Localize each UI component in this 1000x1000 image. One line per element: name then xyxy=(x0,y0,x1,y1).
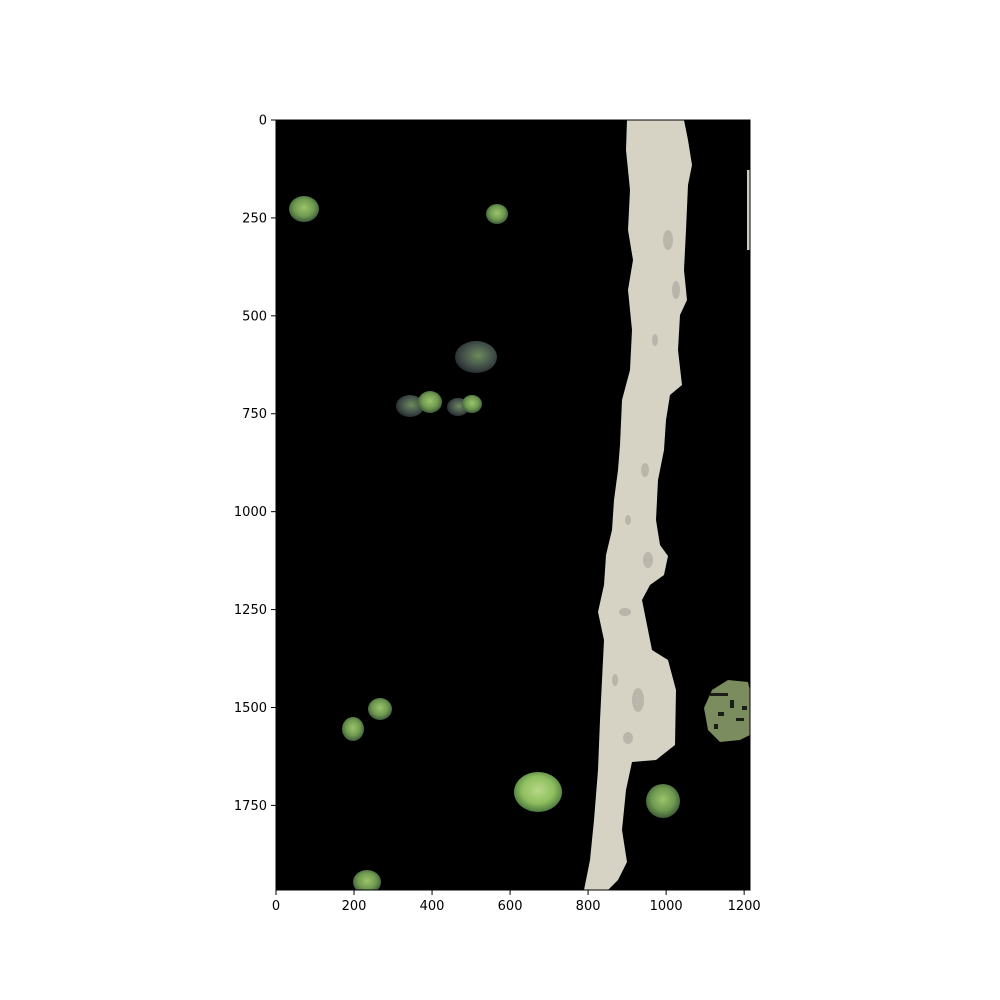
edge-sliver xyxy=(747,170,750,250)
path-strip xyxy=(584,120,692,890)
x-tick-label: 1200 xyxy=(728,899,761,914)
x-tick-label: 800 xyxy=(576,899,601,914)
bush xyxy=(396,395,424,417)
bush xyxy=(462,395,482,413)
bush xyxy=(514,772,562,812)
x-tick-label: 400 xyxy=(420,899,445,914)
x-tick-label: 600 xyxy=(498,899,523,914)
image-area xyxy=(276,120,750,890)
x-axis: 0 200 400 600 800 1000 1200 xyxy=(272,890,761,914)
bush xyxy=(646,784,680,818)
x-tick-label: 200 xyxy=(342,899,367,914)
axes-frame xyxy=(275,119,751,891)
y-tick-label: 750 xyxy=(242,407,267,422)
x-tick-label: 0 xyxy=(272,899,280,914)
bush xyxy=(418,391,442,413)
x-tick-label: 1000 xyxy=(650,899,683,914)
bush xyxy=(353,870,381,890)
y-axis: 0 250 500 750 1000 1250 1500 1750 xyxy=(234,114,276,814)
y-tick-label: 1000 xyxy=(234,505,267,520)
y-tick-label: 0 xyxy=(259,114,267,129)
y-tick-label: 1250 xyxy=(234,603,267,618)
bush xyxy=(455,341,497,373)
y-tick-label: 250 xyxy=(242,211,267,226)
y-tick-label: 1750 xyxy=(234,799,267,814)
y-tick-label: 1500 xyxy=(234,701,267,716)
bush xyxy=(486,204,508,224)
vegetation-patch xyxy=(704,680,750,742)
bush xyxy=(289,196,319,222)
y-tick-label: 500 xyxy=(242,309,267,324)
bush xyxy=(368,698,392,720)
bush xyxy=(342,717,364,741)
path-texture xyxy=(612,230,680,744)
